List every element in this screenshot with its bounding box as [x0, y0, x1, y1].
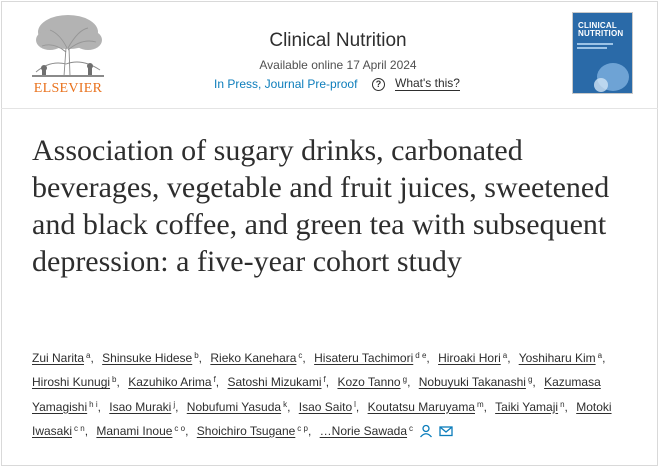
author-affiliation-marker[interactable]: g	[527, 375, 533, 385]
author-affiliation-marker[interactable]: h i	[89, 399, 98, 409]
author-separator: ,	[507, 351, 511, 365]
author-link[interactable]: Satoshi Mizukami	[227, 375, 322, 390]
author-affiliation-marker[interactable]: b	[194, 351, 199, 360]
article-title: Association of sugary drinks, carbonated…	[32, 134, 610, 278]
author-link[interactable]: Yoshiharu Kim	[518, 351, 596, 365]
author-separator: ,	[325, 375, 330, 390]
author-affiliation-marker[interactable]: c p	[297, 423, 308, 433]
whats-this-link[interactable]: What's this?	[395, 76, 460, 91]
author-separator: ,	[564, 399, 568, 414]
author-separator: ,	[185, 423, 189, 438]
author-link[interactable]: Koutatsu Maruyama	[367, 399, 475, 414]
author-separator: ,	[97, 399, 101, 414]
author-affiliation-marker[interactable]: d e	[415, 351, 427, 360]
header-divider	[1, 108, 658, 109]
author-link[interactable]: Manami Inoue	[96, 423, 173, 438]
author-affiliation-marker[interactable]: l	[354, 399, 356, 409]
author-affiliation-marker[interactable]: f	[323, 375, 326, 385]
author-separator: ,	[175, 399, 179, 414]
author-separator: ,	[355, 399, 360, 414]
author-link[interactable]: Isao Muraki	[109, 399, 172, 414]
author-link[interactable]: Kazuhiko Arima	[128, 375, 212, 390]
author-link[interactable]: Nobufumi Yasuda	[186, 399, 282, 414]
envelope-icon[interactable]	[439, 424, 453, 438]
elsevier-logo[interactable]: ELSEVIER	[30, 12, 106, 96]
author-separator: ,	[532, 375, 536, 390]
journal-title[interactable]: Clinical Nutrition	[269, 30, 407, 51]
author-link[interactable]: Motoki Iwasaki	[32, 399, 612, 438]
author-link[interactable]: Isao Saito	[298, 399, 353, 414]
author-affiliation-marker[interactable]: c o	[174, 423, 186, 433]
person-icon[interactable]	[419, 424, 433, 438]
author-affiliation-marker[interactable]: a	[502, 351, 508, 360]
author-link[interactable]: Kozo Tanno	[337, 375, 401, 390]
author-separator: ,	[287, 399, 291, 414]
tree-icon	[32, 15, 104, 77]
author-affiliation-marker[interactable]: b	[112, 375, 117, 385]
author-separator: ,	[90, 351, 94, 365]
author-separator: ,	[483, 399, 488, 414]
author-link[interactable]: Hiroaki Hori	[438, 351, 501, 365]
author-separator: ,	[307, 423, 312, 438]
author-separator: ,	[215, 375, 220, 390]
author-link[interactable]: Hiroshi Kunugi	[32, 375, 111, 390]
author-link[interactable]: Shoichiro Tsugane	[196, 423, 296, 438]
cover-title-line1: CLINICAL	[578, 21, 617, 30]
question-icon[interactable]: ?	[372, 78, 385, 91]
in-press-link[interactable]: In Press, Journal Pre-proof	[214, 77, 358, 91]
author-link[interactable]: Nobuyuki Takanashi	[418, 375, 526, 390]
author-affiliation-marker[interactable]: k	[283, 399, 288, 409]
author-separator: ,	[426, 351, 430, 365]
author-affiliation-marker[interactable]: a	[86, 351, 91, 360]
author-affiliation-marker[interactable]: g	[402, 375, 408, 385]
journal-info: Clinical Nutrition Available online 17 A…	[200, 30, 476, 72]
author-affiliation-marker[interactable]: n	[560, 399, 565, 409]
article-header: ELSEVIER Clinical Nutrition Available on…	[0, 0, 659, 108]
author-link[interactable]: Zui Narita	[32, 351, 85, 365]
author-affiliation-marker[interactable]: a	[597, 351, 603, 360]
author-affiliation-marker[interactable]: c n	[74, 423, 85, 433]
author-affiliation-marker[interactable]: c	[409, 423, 414, 433]
author-link[interactable]: Shinsuke Hidese	[102, 351, 193, 365]
author-link[interactable]: Rieko Kanehara	[210, 351, 297, 365]
author-affiliation-marker[interactable]: f	[213, 375, 216, 385]
author-separator: ,	[407, 375, 411, 390]
author-list: Zui Narita a, Shinsuke Hidese b, Rieko Kan…	[32, 345, 642, 442]
author-separator: ,	[116, 375, 120, 390]
author-separator: ,	[602, 351, 606, 365]
author-affiliation-marker[interactable]: j	[173, 399, 176, 409]
author-separator: ,	[302, 351, 306, 365]
author-link[interactable]: Taiki Yamaji	[495, 399, 559, 414]
author-link[interactable]: Hisateru Tachimori	[314, 351, 414, 365]
author-separator: ,	[84, 423, 89, 438]
available-online-date: Available online 17 April 2024	[259, 58, 417, 72]
author-affiliation-marker[interactable]: m	[477, 399, 484, 409]
author-affiliation-marker[interactable]: c	[298, 351, 303, 360]
author-link[interactable]: Kazumasa Yamagishi	[32, 375, 601, 414]
publisher-wordmark: ELSEVIER	[33, 81, 103, 96]
author-separator: ,	[198, 351, 203, 365]
author-link[interactable]: …Norie Sawada	[319, 423, 408, 438]
journal-cover-image[interactable]: CLINICAL NUTRITION	[572, 12, 633, 94]
cover-artwork-icon	[573, 41, 632, 93]
cover-title-line2: NUTRITION	[578, 29, 624, 38]
